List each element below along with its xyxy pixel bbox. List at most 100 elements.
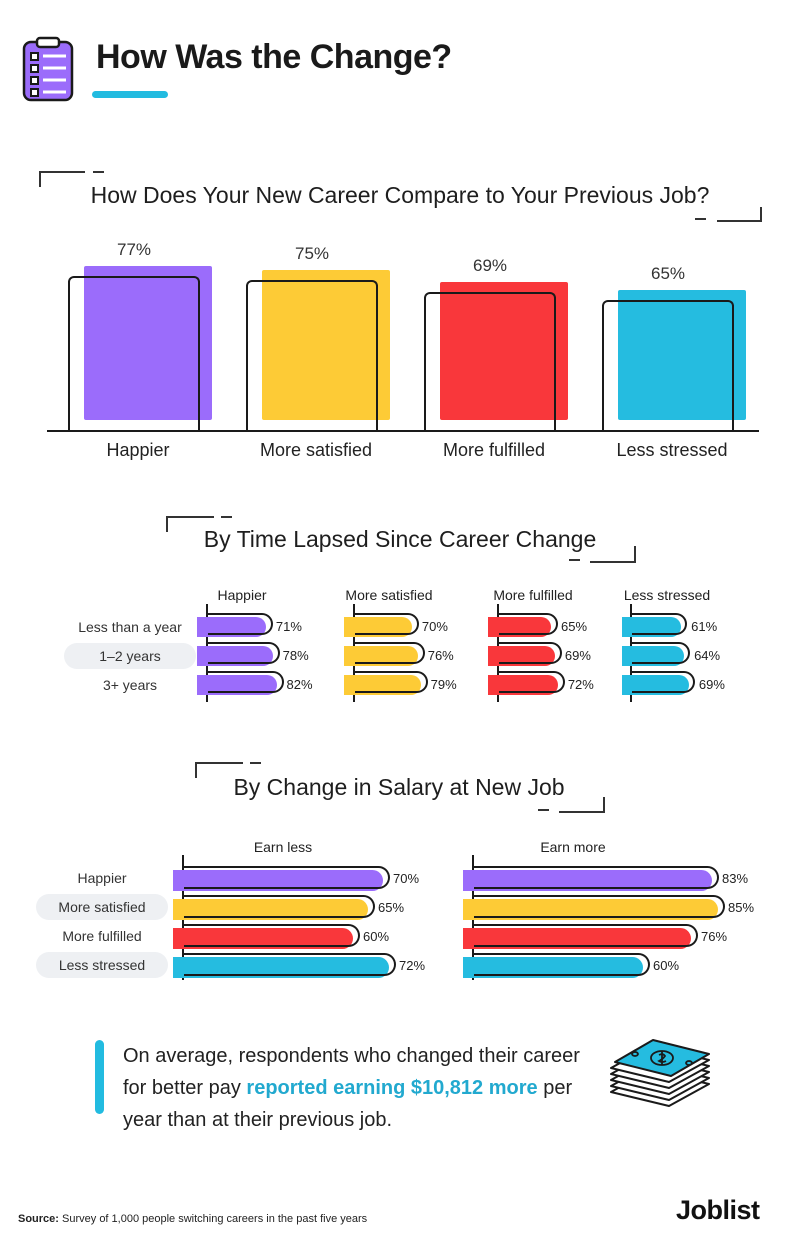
row-label: 1–2 years (64, 643, 196, 669)
bar-outline (355, 642, 425, 664)
bar (173, 957, 389, 978)
bar (463, 928, 691, 949)
frame-corner (590, 546, 636, 563)
bar-outline (184, 895, 375, 918)
section-title-salary: By Change in Salary at New Job (233, 774, 565, 800)
bar (173, 870, 383, 891)
frame-corner (195, 762, 243, 778)
data-label: 79% (430, 677, 457, 692)
data-label: 69% (472, 256, 508, 275)
data-label: 65% (378, 900, 405, 915)
bar-outline (184, 924, 360, 947)
data-label: 71% (275, 619, 302, 634)
group-header: Earn more (540, 839, 606, 855)
bar-outline (499, 642, 562, 664)
joblist-logo: Joblist (676, 1195, 760, 1225)
source-text: Survey of 1,000 people switching careers… (58, 1213, 368, 1225)
category-label: More fulfilled (442, 440, 546, 460)
section-title-time: By Time Lapsed Since Career Change (203, 526, 597, 552)
bar-outline (602, 300, 734, 432)
frame-dash (221, 516, 232, 518)
frame-corner (166, 516, 214, 532)
clipboard-checklist-icon (20, 36, 76, 104)
frame-dash (93, 171, 104, 173)
bar (262, 270, 390, 420)
source-note: Source: Survey of 1,000 people switching… (18, 1213, 367, 1225)
bar-outline (355, 613, 419, 635)
callout-accent (95, 1040, 104, 1114)
title-underline (92, 91, 168, 98)
bar-outline (208, 671, 284, 693)
bar (618, 290, 746, 420)
row-label: Less than a year (78, 619, 182, 635)
bar-outline (632, 613, 688, 635)
bar-outline (474, 866, 719, 889)
bar-outline (474, 924, 698, 947)
data-label: 70% (421, 619, 448, 634)
bar-outline (474, 895, 725, 918)
data-label: 60% (363, 929, 390, 944)
category-label: Happier (106, 440, 170, 460)
section-title-compare: How Does Your New Career Compare to Your… (90, 182, 710, 208)
data-label: 61% (691, 619, 718, 634)
data-label: 70% (393, 871, 420, 886)
data-label: 64% (694, 648, 721, 663)
frame-corner (39, 171, 85, 187)
data-label: 72% (399, 958, 426, 973)
data-label: 77% (116, 240, 152, 259)
bar-outline (424, 292, 556, 432)
data-label: 65% (650, 264, 686, 283)
row-label: Less stressed (36, 952, 168, 978)
bar (173, 928, 353, 949)
data-label: 82% (286, 677, 313, 692)
data-label: 69% (564, 648, 591, 663)
bar (440, 282, 568, 420)
bar-outline (184, 866, 390, 889)
group-header: More satisfied (345, 587, 433, 603)
callout-text-before: On average, respondents who changed thei… (123, 1045, 580, 1099)
callout-text: On average, respondents who changed thei… (123, 1040, 583, 1136)
bar (463, 957, 643, 978)
bar (84, 266, 212, 420)
bar-outline (355, 671, 428, 693)
data-label: 85% (728, 900, 755, 915)
bar-outline (632, 671, 695, 693)
bar-outline (68, 276, 200, 432)
row-label: 3+ years (102, 677, 158, 693)
bar-outline (499, 671, 565, 693)
group-header: More fulfilled (493, 587, 573, 603)
frame-corner (559, 797, 605, 813)
group-header: Earn less (253, 839, 313, 855)
money-stack-icon (605, 1036, 715, 1128)
data-label: 69% (698, 677, 725, 692)
data-label: 76% (427, 648, 454, 663)
frame-dash (695, 218, 706, 220)
data-label: 60% (653, 958, 680, 973)
group-header: Happier (217, 587, 267, 603)
page-title: How Was the Change? (96, 38, 452, 76)
row-label: More satisfied (36, 894, 168, 920)
bar-outline (208, 613, 273, 635)
category-label: More satisfied (259, 440, 373, 460)
bar-outline (499, 613, 559, 635)
callout-highlight: reported earning $10,812 more (246, 1077, 538, 1099)
frame-corner (717, 207, 762, 222)
bar-outline (246, 280, 378, 432)
bar-outline (474, 953, 650, 976)
category-label: Less stressed (616, 440, 728, 460)
data-label: 75% (294, 244, 330, 263)
chart-baseline (47, 430, 759, 432)
data-label: 78% (282, 648, 309, 663)
data-label: 76% (701, 929, 728, 944)
row-label: Happier (77, 870, 127, 886)
bar-outline (208, 642, 280, 664)
callout-text-after: per year than at their previous job. (123, 1077, 573, 1131)
frame-dash (250, 762, 261, 764)
data-label: 72% (567, 677, 594, 692)
data-label: 83% (722, 871, 749, 886)
frame-dash (538, 809, 549, 811)
row-label: More fulfilled (62, 928, 142, 944)
bar-outline (632, 642, 691, 664)
bar (463, 899, 718, 920)
data-label: 65% (561, 619, 588, 634)
